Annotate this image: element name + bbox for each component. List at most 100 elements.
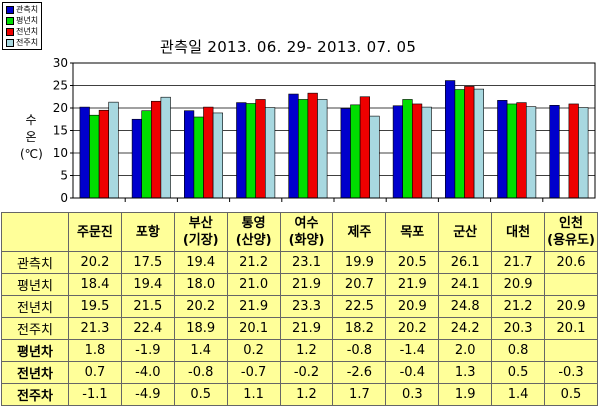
y-axis-label: 수 온 (℃) [20,112,43,163]
bar-전년치 [464,86,475,199]
table-column-header: 여수 (화양) [279,212,334,252]
bar-관측치 [549,105,560,199]
table-cell: 21.0 [226,273,281,296]
y-tick-label: 30 [53,56,68,70]
table-cell [544,273,598,296]
bar-관측치 [497,100,508,199]
table-cell: 1.2 [279,339,334,362]
table-cell: -4.0 [120,361,175,384]
bar-전주치 [525,106,537,199]
table-column-header: 포항 [120,212,175,252]
bar-전년치 [307,92,318,199]
y-tick-label: 5 [60,169,68,183]
table-cell: 1.4 [491,383,546,406]
table-row-header: 평년차 [1,339,69,362]
table-cell: -0.4 [385,361,440,384]
table-cell: -0.2 [279,361,334,384]
table-cell: 21.7 [491,251,546,274]
legend-entry: 전년치 [6,26,38,37]
table-cell: 20.2 [385,317,440,340]
bar-전년치 [411,103,423,199]
table-row: 전주치 21.3 22.4 18.9 20.1 21.9 18.2 20.2 24.2 20.3 2… [1,317,598,340]
bar-평년치 [454,89,465,199]
table-column-header: 주문진 [68,212,122,252]
data-table: 주문진 포항 부산 (기장) 통영 (산양) 여수 (화양) 제주 목포 군산 대천 인천 (용유도) 관측… [1,212,598,406]
table-column-header: 부산 (기장) [173,212,228,252]
legend-label: 평년치 [16,16,39,25]
table-cell: 1.3 [438,361,493,384]
table-cell: 20.9 [544,295,598,318]
table-cell: 26.1 [438,251,493,274]
bar-평년치 [350,104,361,199]
table-cell: 1.8 [68,339,122,362]
bar-관측치 [288,93,299,199]
legend-entry: 전주치 [6,37,38,48]
table-cell: 21.9 [385,273,440,296]
table-cell: 1.7 [332,383,387,406]
table-row: 전년차 0.7 -4.0 -0.8 -0.7 -0.2 -2.6 -0.4 1.3 0.5 -0.3 [1,361,598,384]
table-cell: 24.2 [438,317,493,340]
table-cell: 21.2 [491,295,546,318]
table-cell: 19.5 [68,295,122,318]
table-cell: 20.9 [385,295,440,318]
bar-전주치 [317,99,328,199]
table-cell: -2.6 [332,361,387,384]
table-cell: 0.5 [173,383,228,406]
bar-관측치 [184,110,195,199]
y-axis-label-line: 수 [25,113,37,127]
table-cell: 20.6 [544,251,598,274]
table-cell: 0.3 [385,383,440,406]
table-cell [544,339,598,362]
table-cell: 24.1 [438,273,493,296]
bar-전년치 [516,102,527,199]
table-row-header: 전주치 [1,317,69,340]
table-cell: 1.2 [279,383,334,406]
y-tick-label: 25 [53,79,68,93]
table-cell: 1.1 [226,383,281,406]
legend-entry: 평년치 [6,15,38,26]
table-cell: 19.9 [332,251,387,274]
table-row-header: 전년치 [1,295,69,318]
table-cell: 19.4 [120,273,175,296]
bar-평년치 [402,99,413,199]
legend-swatch [6,16,14,25]
bar-전주치 [212,112,224,199]
table-cell: 1.9 [438,383,493,406]
table-cell: 19.4 [173,251,228,274]
table-cell: 18.2 [332,317,387,340]
bar-chart: 0 5 10 15 20 25 30 [53,56,596,205]
bar-전주치 [578,107,589,199]
table-column-header: 제주 [332,212,387,252]
bar-관측치 [236,102,247,199]
bar-전주치 [421,106,432,199]
y-tick-label: 0 [60,191,68,205]
table-row: 평년차 1.8 -1.9 1.4 0.2 1.2 -0.8 -1.4 2.0 0.8 [1,339,598,362]
table-header-row: 주문진 포항 부산 (기장) 통영 (산양) 여수 (화양) 제주 목포 군산 대천 인천 (용유도) [1,212,598,252]
table-cell: 2.0 [438,339,493,362]
bar-관측치 [392,105,404,199]
bar-관측치 [131,118,143,199]
table-cell: 23.3 [279,295,334,318]
table-cell: 20.2 [173,295,228,318]
table-cell: 21.9 [226,295,281,318]
bar-전년치 [98,109,109,199]
chart-title: 관측일 2013. 06. 29- 2013. 07. 05 [160,38,417,56]
table-cell: -0.3 [544,361,598,384]
y-axis-label-line: 온 [25,130,37,144]
table-cell: 24.8 [438,295,493,318]
table-row: 평년치 18.4 19.4 18.0 21.0 21.9 20.7 21.9 24.1 20.9 [1,273,598,296]
bar-전년치 [255,99,266,199]
table-cell: -0.8 [332,339,387,362]
table-cell: 0.2 [226,339,281,362]
legend-label: 관측치 [16,5,39,14]
y-axis-label-line: (℃) [20,147,43,161]
legend-label: 전주치 [16,38,39,47]
legend-label: 전년치 [16,27,39,36]
legend-entry: 관측치 [6,4,38,15]
table-column-header: 군산 [438,212,493,252]
table-column-header: 인천 (용유도) [544,212,598,252]
table-cell: 18.9 [173,317,228,340]
table-row: 전주차 -1.1 -4.9 0.5 1.1 1.2 1.7 0.3 1.9 1.4 0.5 [1,383,598,406]
table-cell: 0.5 [491,361,546,384]
bar-전주치 [108,101,119,199]
